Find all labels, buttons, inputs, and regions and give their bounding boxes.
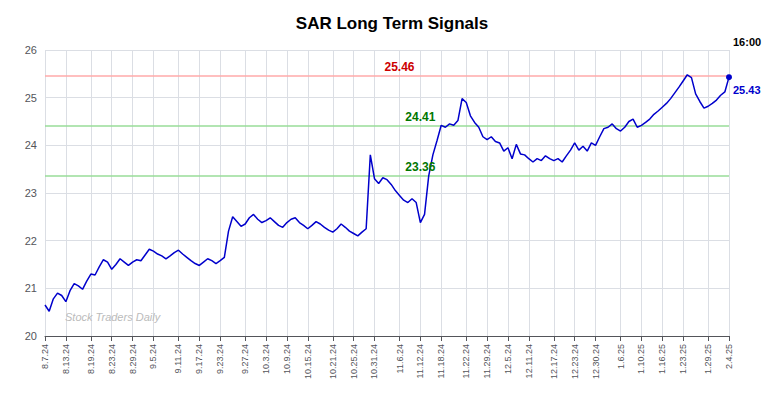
svg-text:SAR Long Term Signals: SAR Long Term Signals [296,14,488,33]
svg-text:9.27.24: 9.27.24 [240,344,250,374]
svg-text:1.23.25: 1.23.25 [678,344,688,374]
svg-text:25: 25 [25,92,37,104]
svg-text:26: 26 [25,44,37,56]
svg-text:1.16.25: 1.16.25 [657,344,667,374]
svg-text:12.11.24: 12.11.24 [524,344,534,378]
svg-text:25.43: 25.43 [733,84,761,96]
svg-text:8.29.24: 8.29.24 [128,344,138,374]
svg-text:12.23.24: 12.23.24 [570,344,580,379]
svg-text:24.41: 24.41 [405,110,435,124]
svg-text:23: 23 [25,187,37,199]
svg-text:10.25.24: 10.25.24 [349,344,359,379]
svg-text:10.15.24: 10.15.24 [303,344,313,379]
svg-text:8.7.24: 8.7.24 [40,344,50,369]
svg-text:16:00: 16:00 [733,36,761,48]
svg-text:12.30.24: 12.30.24 [591,344,601,379]
svg-text:10.9.24: 10.9.24 [282,344,292,374]
svg-text:10.3.24: 10.3.24 [261,344,271,374]
svg-text:1.10.25: 1.10.25 [636,344,646,374]
svg-text:8.19.24: 8.19.24 [86,344,96,374]
svg-text:11.22.24: 11.22.24 [461,344,471,378]
svg-text:11.12.24: 11.12.24 [415,344,425,378]
svg-text:23.36: 23.36 [405,160,435,174]
svg-text:24: 24 [25,139,37,151]
svg-text:11.6.24: 11.6.24 [395,344,405,373]
svg-text:Stock Traders Daily: Stock Traders Daily [65,311,162,323]
svg-text:10.31.24: 10.31.24 [369,344,379,379]
svg-text:20: 20 [25,330,37,342]
svg-text:11.18.24: 11.18.24 [436,344,446,378]
svg-text:8.13.24: 8.13.24 [61,344,71,374]
svg-text:1.29.25: 1.29.25 [703,344,713,374]
svg-text:9.5.24: 9.5.24 [148,344,158,369]
svg-text:9.11.24: 9.11.24 [173,344,183,373]
svg-text:1.6.25: 1.6.25 [616,344,626,369]
svg-text:10.21.24: 10.21.24 [328,344,338,379]
svg-text:2.4.25: 2.4.25 [724,344,734,369]
svg-text:8.23.24: 8.23.24 [107,344,117,374]
svg-text:25.46: 25.46 [384,60,414,74]
svg-text:11.29.24: 11.29.24 [482,344,492,378]
svg-text:21: 21 [25,282,37,294]
svg-text:9.17.24: 9.17.24 [194,344,204,374]
svg-text:12.5.24: 12.5.24 [503,344,513,374]
svg-text:9.23.24: 9.23.24 [215,344,225,374]
svg-text:22: 22 [25,235,37,247]
svg-text:12.17.24: 12.17.24 [549,344,559,379]
